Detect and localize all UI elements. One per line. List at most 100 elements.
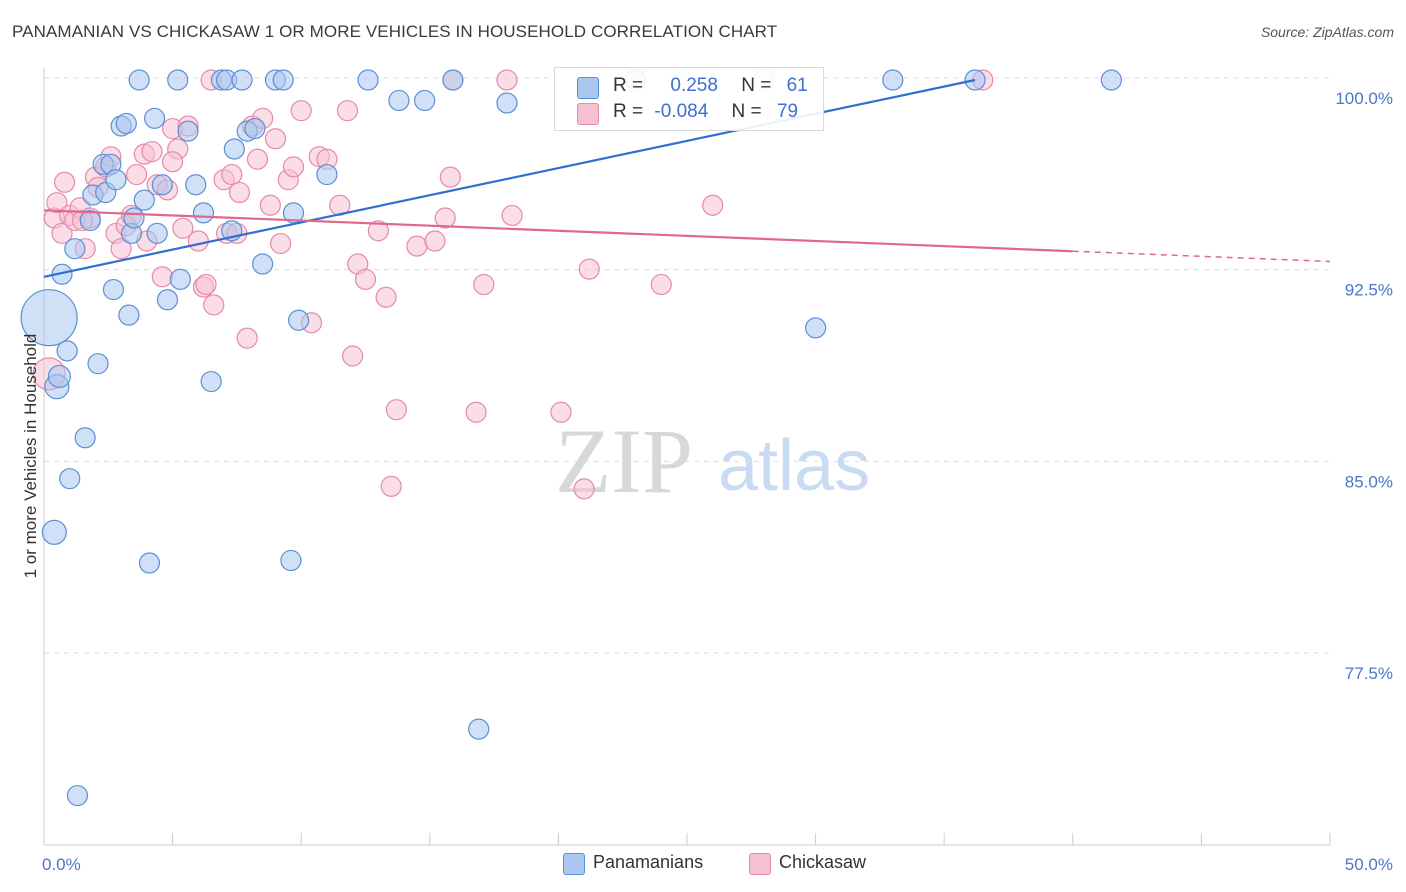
watermark: ZIP atlas xyxy=(555,410,870,512)
chickasaw-point xyxy=(424,230,446,252)
panamanian-point xyxy=(143,107,166,129)
chickasaw-point xyxy=(375,286,397,308)
chickasaw-point xyxy=(406,235,428,257)
panamanian-point xyxy=(169,268,191,290)
panamanian-point xyxy=(47,364,72,389)
chickasaw-point xyxy=(203,294,225,316)
chickasaw-point xyxy=(236,327,258,349)
chickasaw-point xyxy=(354,268,377,290)
panamanian-point xyxy=(468,718,490,740)
legend-r-label: R = xyxy=(613,101,644,122)
legend-n-value: 61 xyxy=(786,75,808,96)
series-swatch-blue xyxy=(563,853,585,875)
panamanian-point xyxy=(66,784,89,807)
panamanian-point xyxy=(177,120,199,142)
panamanian-point xyxy=(105,169,127,191)
y-tick-label: 92.5% xyxy=(1345,281,1393,300)
panamanian-point xyxy=(156,289,179,311)
chickasaw-point xyxy=(51,222,73,244)
y-axis-label: 1 or more Vehicles in Household xyxy=(21,334,40,579)
chickasaw-trend-line xyxy=(43,209,1073,253)
watermark-atlas: atlas xyxy=(718,426,870,506)
chickasaw-point xyxy=(195,273,217,296)
panamanian-point xyxy=(151,174,173,196)
chickasaw-point xyxy=(53,171,76,193)
panamanian-point xyxy=(128,69,150,91)
panamanian-point xyxy=(87,353,109,375)
panamanian-point xyxy=(41,519,67,545)
chickasaw-point xyxy=(228,181,251,204)
x-tick-label: 50.0% xyxy=(1345,855,1393,874)
chickasaw-point xyxy=(367,220,389,242)
panamanian-point xyxy=(231,69,253,91)
panamanian-point xyxy=(882,69,904,91)
panamanian-point xyxy=(282,202,305,224)
panamanian-point xyxy=(200,370,222,393)
legend-n-value: 79 xyxy=(776,101,799,122)
chickasaw-point xyxy=(125,163,148,186)
axes xyxy=(43,68,1331,846)
source-label: Source: ZipAtlas.com xyxy=(1260,24,1394,40)
panamanian-point xyxy=(316,163,338,186)
panamanian-point xyxy=(272,69,294,91)
chickasaw-point xyxy=(336,100,359,122)
panamanian-point xyxy=(118,304,140,326)
legend-swatch-pink xyxy=(577,103,599,125)
watermark-zip: ZIP xyxy=(555,410,693,512)
panamanian-point xyxy=(115,112,137,135)
y-tick-label: 77.5% xyxy=(1345,664,1393,683)
series-swatch-pink xyxy=(749,853,771,875)
grid-lines xyxy=(44,77,1330,654)
panamanian-point xyxy=(146,222,168,244)
panamanian-point xyxy=(167,69,189,91)
panamanian-point xyxy=(357,69,379,91)
panamanian-point xyxy=(102,278,125,301)
chickasaw-point xyxy=(141,140,163,163)
chickasaw-point xyxy=(246,148,269,170)
chickasaw-point xyxy=(110,238,132,260)
chickasaw-point xyxy=(187,230,209,252)
correlation-legend: R = 0.258 N = 61 R = -0.084 N = 79 xyxy=(554,67,824,131)
panamanian-point xyxy=(138,552,161,574)
panamanian-point xyxy=(804,317,827,339)
panamanian-point xyxy=(223,138,245,160)
chickasaw-point xyxy=(702,194,724,216)
panamanians-points xyxy=(20,69,1122,807)
chickasaw-point xyxy=(573,478,595,500)
chickasaw-point xyxy=(439,166,461,188)
x-tick-label: 0.0% xyxy=(42,855,81,874)
y-tick-label: 85.0% xyxy=(1345,472,1393,491)
chickasaw-point xyxy=(172,217,194,239)
chickasaw-point xyxy=(282,156,305,178)
chickasaw-point xyxy=(264,128,287,150)
panamanian-point xyxy=(79,209,101,232)
chickasaw-point xyxy=(496,69,518,91)
chickasaw-point xyxy=(221,163,243,186)
series-name: Panamanians xyxy=(593,852,704,872)
chickasaw-point xyxy=(550,401,572,423)
chickasaw-point xyxy=(46,192,68,214)
chickasaw-point xyxy=(578,258,600,280)
legend-r-label: R = xyxy=(613,75,644,96)
legend-swatch-blue xyxy=(577,77,599,99)
panamanian-point xyxy=(496,92,518,114)
panamanian-point xyxy=(280,549,302,572)
chickasaw-point xyxy=(342,345,364,367)
panamanian-point xyxy=(192,202,215,224)
chickasaw-point xyxy=(434,207,456,229)
legend-n-label: N = xyxy=(741,75,772,96)
panamanian-point xyxy=(20,289,78,347)
panamanian-point xyxy=(252,253,274,275)
chickasaw-point xyxy=(151,266,173,288)
panamanian-point xyxy=(1100,69,1122,91)
panamanian-point xyxy=(56,340,78,362)
chickasaw-point xyxy=(270,232,292,255)
panamanian-point xyxy=(64,238,86,260)
y-tick-label: 100.0% xyxy=(1335,89,1393,108)
panamanian-point xyxy=(74,427,96,449)
chickasaw-point xyxy=(385,399,407,421)
panamanian-point xyxy=(123,207,145,229)
chickasaw-point xyxy=(465,401,487,423)
chickasaw-point xyxy=(650,273,672,296)
chickasaw-point xyxy=(380,475,402,497)
